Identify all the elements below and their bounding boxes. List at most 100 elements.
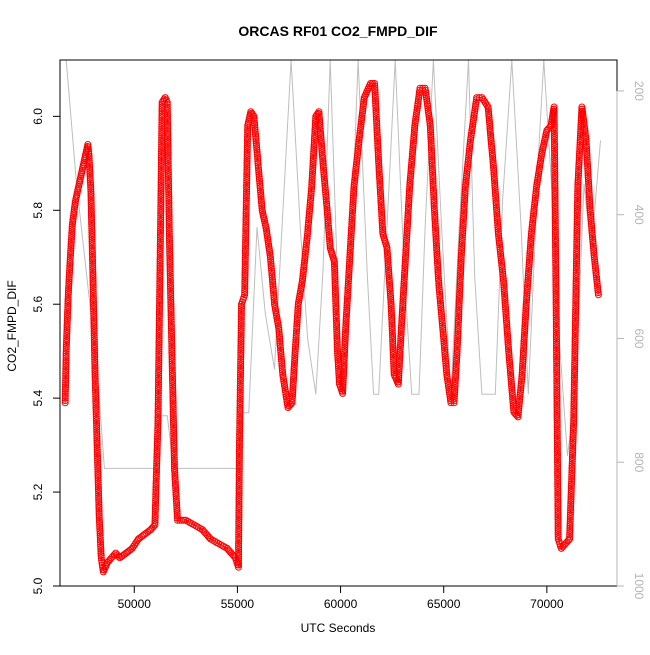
data-point [554,498,562,506]
data-point [525,267,533,275]
data-point [96,529,104,537]
data-point [170,447,178,455]
data-point [553,366,561,374]
data-point [552,272,560,280]
data-point [243,190,250,198]
data-point [318,142,326,150]
data-point [320,175,328,183]
data-point [164,142,172,150]
data-point [93,443,101,451]
data-point [432,224,439,232]
data-point [170,462,178,470]
data-point [593,278,601,286]
data-point [551,171,559,179]
data-point [88,229,96,237]
data-point [572,264,580,272]
data-point [430,206,438,214]
data-point [433,253,441,260]
data-point [527,234,535,242]
data-point [66,253,74,261]
data-point [396,343,404,351]
data-point [399,295,407,303]
data-point [552,259,560,267]
data-point [508,386,516,394]
data-point [553,364,561,372]
data-point [84,143,92,151]
data-point [570,374,578,382]
data-point [237,318,245,326]
data-point [573,257,580,265]
data-point [243,153,251,160]
data-point [155,380,162,388]
data-point [316,123,324,131]
data-point [455,304,463,311]
data-point [426,124,434,132]
data-point [459,227,467,235]
data-point [553,351,561,359]
data-point [167,318,175,326]
data-point [454,319,462,327]
data-point [96,518,103,526]
data-point [90,327,98,335]
data-point [85,150,93,158]
data-point [166,250,174,258]
data-point [401,258,409,266]
data-point [490,170,498,178]
data-point [165,175,172,183]
data-point [574,203,581,211]
data-point [156,242,164,250]
data-point [490,166,498,174]
data-point [256,186,264,194]
data-point [167,324,175,332]
data-point [459,225,467,233]
data-point [571,321,579,329]
data-point [340,372,347,380]
data-point [354,143,362,150]
data-point [585,187,593,194]
data-point [153,448,161,456]
data-point [567,486,575,494]
data-point [90,318,98,326]
data-point [430,186,437,194]
data-point [154,415,162,423]
data-point [154,396,162,404]
data-point [241,256,249,264]
data-point [290,360,298,368]
data-point [551,232,559,240]
data-point [407,168,415,175]
data-point [554,491,562,499]
data-point [521,322,529,330]
data-point [88,231,96,239]
data-point [237,333,245,341]
data-point [235,546,243,554]
data-point [488,146,496,154]
data-point [376,184,384,191]
data-point [456,280,464,287]
data-point [550,123,558,131]
data-point [61,394,69,402]
data-point [432,239,440,247]
data-point [166,245,174,253]
data-point [454,338,461,346]
data-point [243,168,251,176]
data-point [373,131,381,138]
data-point [88,244,96,252]
data-point [168,329,175,337]
data-point [243,164,251,171]
data-point [401,269,409,277]
data-point [451,384,459,392]
data-point [90,331,98,339]
data-point [166,236,173,244]
data-point [165,188,173,196]
data-point [164,140,172,148]
data-point [572,262,580,270]
data-point [269,285,277,293]
data-point [155,354,163,362]
data-point [486,120,494,128]
data-point [242,201,250,209]
data-point [168,338,176,346]
data-point [509,395,517,403]
data-point [553,375,561,383]
data-point [453,343,461,351]
data-point [552,331,560,339]
